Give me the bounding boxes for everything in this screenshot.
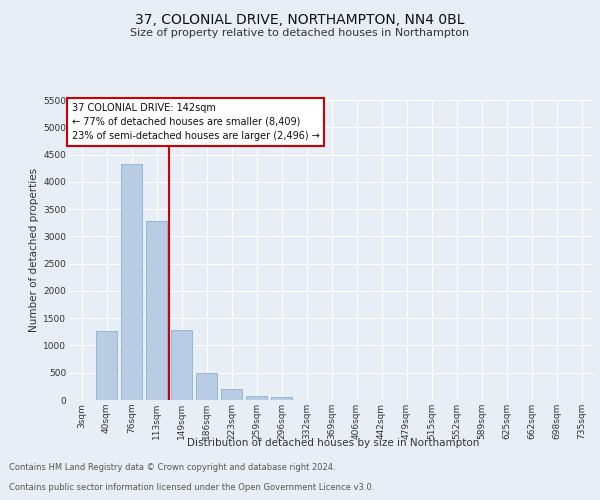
Bar	[221, 389, 242, 400]
Bar	[196, 374, 217, 400]
Text: Contains public sector information licensed under the Open Government Licence v3: Contains public sector information licen…	[9, 484, 374, 492]
Text: Size of property relative to detached houses in Northampton: Size of property relative to detached ho…	[130, 28, 470, 38]
Bar	[271, 396, 292, 400]
Bar	[171, 330, 192, 400]
Text: 37 COLONIAL DRIVE: 142sqm
← 77% of detached houses are smaller (8,409)
23% of se: 37 COLONIAL DRIVE: 142sqm ← 77% of detac…	[71, 103, 320, 141]
Text: Contains HM Land Registry data © Crown copyright and database right 2024.: Contains HM Land Registry data © Crown c…	[9, 464, 335, 472]
Bar	[146, 220, 167, 400]
Text: 37, COLONIAL DRIVE, NORTHAMPTON, NN4 0BL: 37, COLONIAL DRIVE, NORTHAMPTON, NN4 0BL	[135, 12, 465, 26]
Y-axis label: Number of detached properties: Number of detached properties	[29, 168, 39, 332]
Bar	[96, 332, 117, 400]
Bar	[246, 396, 267, 400]
Bar	[121, 164, 142, 400]
Text: Distribution of detached houses by size in Northampton: Distribution of detached houses by size …	[187, 438, 479, 448]
